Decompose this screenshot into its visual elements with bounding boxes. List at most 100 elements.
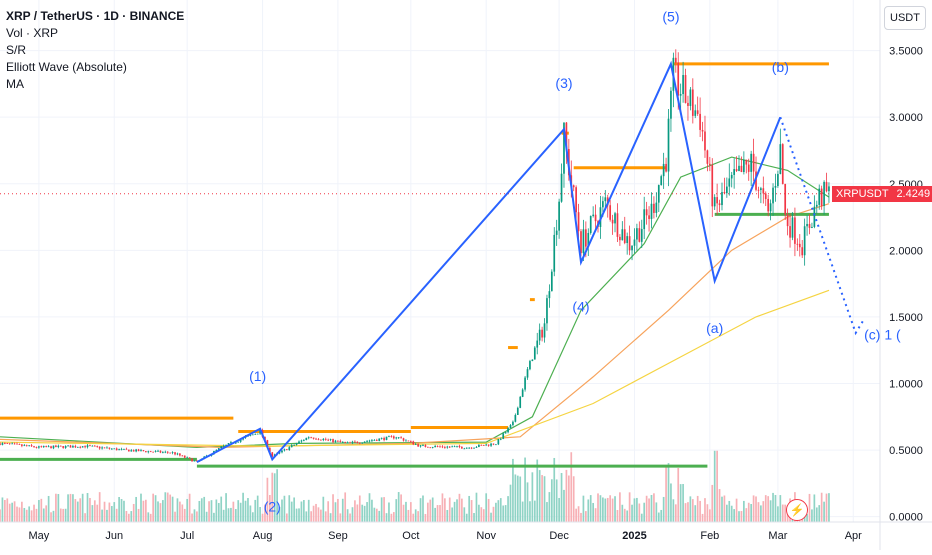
wave-label: (a) — [706, 320, 723, 336]
volume-bar — [806, 513, 808, 522]
volume-bar — [521, 501, 524, 522]
volume-bar — [750, 504, 753, 522]
volume-bar — [645, 495, 648, 522]
candle-body — [220, 446, 223, 449]
volume-bar — [215, 499, 218, 522]
candle-body — [475, 446, 478, 448]
candle-body — [33, 446, 35, 448]
volume-bar — [701, 513, 704, 522]
legend-ma[interactable]: MA — [6, 77, 24, 91]
volume-bar — [570, 452, 573, 522]
volume-bar — [354, 500, 356, 522]
volume-bar — [186, 498, 189, 522]
candle-body — [745, 159, 748, 165]
candle-body — [512, 421, 514, 426]
candle-body — [504, 432, 507, 434]
candle-body — [249, 434, 252, 436]
volume-bar — [1, 497, 4, 522]
candle-body — [482, 445, 485, 446]
volume-bar — [162, 500, 164, 522]
price-tick-label: 0.0000 — [889, 512, 923, 524]
volume-bar — [4, 500, 6, 522]
candle-body — [696, 110, 699, 114]
last-price-tag: XRPUSDT 2.4249 — [832, 185, 932, 202]
candle-body — [815, 204, 818, 207]
candle-body — [152, 451, 154, 453]
volume-bar — [825, 493, 828, 522]
candle-body — [21, 444, 23, 446]
candle-body — [259, 430, 261, 434]
volume-bar — [444, 498, 446, 522]
candle-body — [806, 223, 808, 227]
volume-bar — [636, 497, 638, 522]
candle-body — [390, 436, 393, 438]
candle-body — [538, 329, 541, 341]
volume-bar — [18, 507, 21, 522]
candle-body — [18, 444, 21, 445]
wave-label: (1) — [249, 368, 266, 384]
volume-bar — [779, 495, 782, 522]
candle-body — [794, 217, 796, 244]
volume-bar — [740, 511, 743, 522]
candle-body — [385, 436, 388, 440]
volume-bar — [592, 502, 594, 522]
volume-bar — [378, 510, 381, 522]
candle-body — [657, 185, 660, 203]
candle-body — [823, 181, 825, 206]
candle-body — [733, 169, 735, 175]
candle-body — [351, 441, 354, 443]
candle-body — [704, 131, 706, 151]
candle-body — [222, 445, 225, 447]
currency-button[interactable]: USDT — [884, 6, 926, 30]
candle-body — [808, 223, 811, 228]
moving-average-line — [0, 203, 830, 449]
candle-body — [577, 212, 580, 232]
volume-bar — [485, 493, 488, 522]
candle-body — [361, 442, 364, 444]
volume-bar — [504, 505, 507, 522]
candle-body — [419, 445, 422, 447]
volume-bar — [723, 495, 726, 522]
candle-body — [45, 446, 48, 447]
candle-body — [441, 446, 444, 448]
candle-body — [52, 445, 55, 449]
candle-body — [271, 452, 274, 457]
volume-bar — [679, 484, 682, 522]
candle-body — [738, 165, 740, 171]
candle-body — [135, 449, 137, 452]
candle-body — [422, 445, 424, 446]
volume-bar — [200, 498, 203, 522]
candle-body — [772, 187, 774, 204]
time-tick-label: Nov — [476, 530, 496, 542]
candle-body — [50, 446, 52, 449]
candle-body — [818, 188, 821, 205]
candle-body — [451, 446, 454, 448]
volume-bar — [79, 498, 82, 522]
candle-body — [762, 188, 765, 194]
symbol-title[interactable]: XRP / TetherUS · 1D · BINANCE — [6, 9, 185, 23]
candle-body — [470, 447, 473, 449]
volume-bar — [196, 511, 198, 522]
candle-body — [582, 229, 585, 254]
volume-bar — [164, 492, 167, 522]
volume-bar — [106, 509, 108, 522]
volume-bar — [120, 499, 123, 522]
legend-elliott-wave[interactable]: Elliott Wave (Absolute) — [6, 60, 127, 74]
legend-sr[interactable]: S/R — [6, 43, 27, 57]
candle-body — [288, 447, 291, 451]
volume-bar — [103, 501, 106, 522]
candle-body — [784, 183, 787, 215]
lightning-icon[interactable]: ⚡ — [786, 499, 808, 521]
volume-bar — [818, 505, 821, 522]
time-tick-label: Mar — [768, 530, 787, 542]
candle-body — [89, 445, 91, 447]
candle-body — [774, 185, 777, 188]
volume-bar — [25, 509, 28, 522]
candle-body — [188, 457, 191, 459]
volume-bar — [811, 509, 813, 522]
volume-bar — [623, 508, 626, 522]
volume-bar — [145, 499, 147, 522]
legend-volume[interactable]: Vol · XRP — [6, 26, 59, 40]
candle-body — [162, 452, 164, 453]
